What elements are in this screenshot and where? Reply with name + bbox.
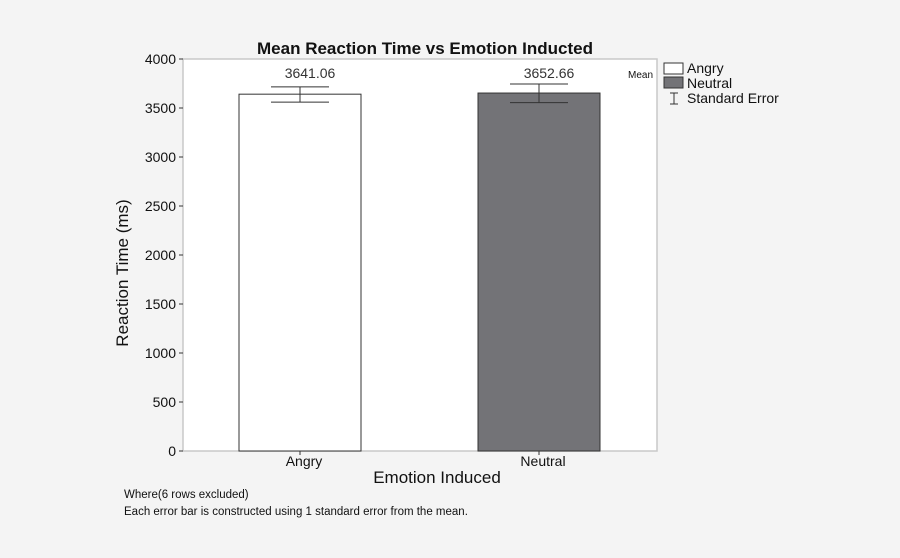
y-tick-label: 3000 [145, 149, 176, 165]
x-axis: Angry Neutral [286, 451, 566, 469]
legend-label-angry: Angry [687, 60, 724, 76]
y-axis-label: Reaction Time (ms) [113, 199, 132, 346]
data-label-neutral: 3652.66 [524, 65, 575, 81]
bars [238, 92, 601, 452]
legend-title: Mean [628, 70, 653, 81]
y-tick-label: 1500 [145, 296, 176, 312]
error-bar-note: Each error bar is constructed using 1 st… [124, 506, 468, 518]
y-tick-label: 2500 [145, 198, 176, 214]
x-tick-label-neutral: Neutral [520, 453, 565, 469]
data-labels: 3641.06 3652.66 [285, 65, 575, 81]
legend: Mean Angry Neutral Standard Error [628, 60, 779, 106]
y-tick-label: 500 [153, 394, 177, 410]
legend-errorbar-icon [670, 92, 678, 105]
y-tick-label: 1000 [145, 345, 176, 361]
error-bars [271, 83, 568, 104]
legend-label-standard-error: Standard Error [687, 90, 779, 106]
bar-neutral [477, 92, 601, 452]
y-tick-label: 4000 [145, 51, 176, 67]
x-axis-label: Emotion Induced [373, 468, 501, 487]
y-tick-label: 3500 [145, 100, 176, 116]
y-axis: 0 500 1000 1500 2000 2500 3000 3500 4000 [145, 51, 183, 459]
legend-swatch-angry [663, 62, 684, 75]
legend-label-neutral: Neutral [687, 75, 732, 91]
bar-angry [238, 93, 362, 452]
excluded-rows-note: Where(6 rows excluded) [124, 489, 249, 501]
x-tick-label-angry: Angry [286, 453, 323, 469]
chart-title: Mean Reaction Time vs Emotion Inducted [257, 39, 593, 58]
y-tick-label: 2000 [145, 247, 176, 263]
y-tick-label: 0 [168, 443, 176, 459]
data-label-angry: 3641.06 [285, 65, 336, 81]
legend-swatch-neutral [663, 76, 684, 89]
